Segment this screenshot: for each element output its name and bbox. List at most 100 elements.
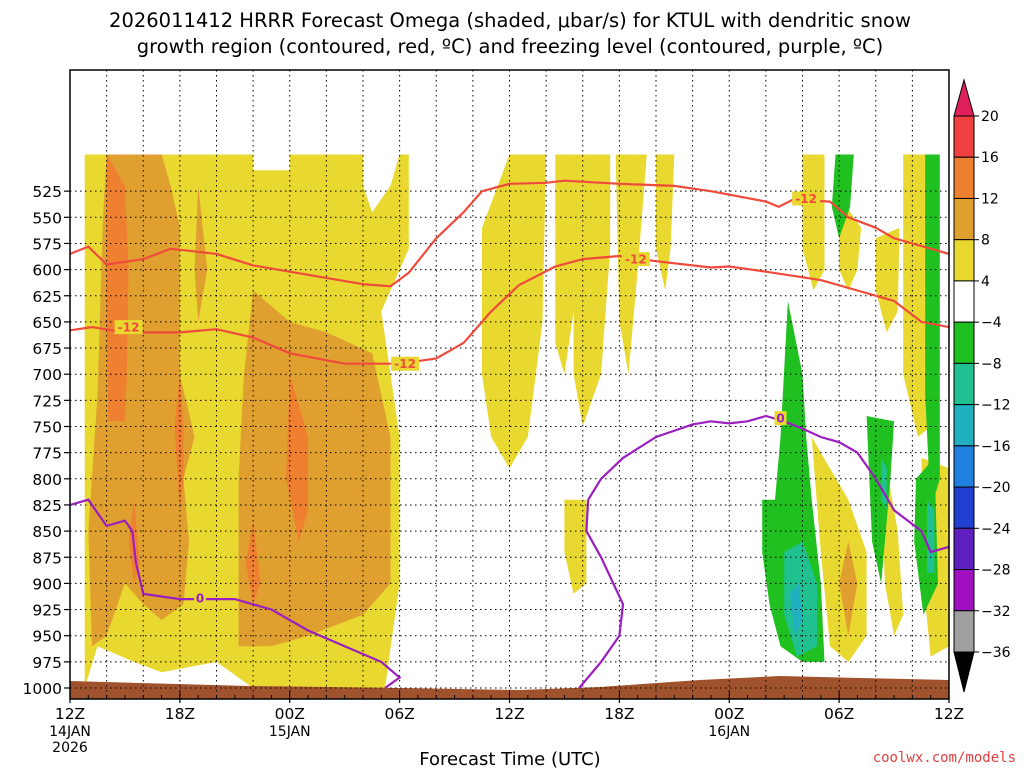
omega-fill-area bbox=[106, 154, 129, 422]
omega-fill-area bbox=[656, 154, 675, 291]
contour-label: -12 bbox=[394, 357, 416, 371]
y-tick-label: 800 bbox=[32, 471, 62, 489]
omega-fill-area bbox=[174, 374, 184, 511]
contour-label-background bbox=[114, 320, 143, 335]
contour-label-background bbox=[774, 411, 787, 426]
omega-fill-area bbox=[839, 541, 858, 636]
chart-title-line2: growth region (contoured, red, ºC) and f… bbox=[137, 35, 884, 58]
y-tick-label: 600 bbox=[32, 262, 62, 280]
colorbar-label: −28 bbox=[981, 563, 1011, 579]
y-tick-label: 700 bbox=[32, 366, 62, 384]
contour-label: -12 bbox=[118, 321, 140, 335]
colorbar-box bbox=[953, 156, 975, 199]
y-tick-label: 650 bbox=[32, 314, 62, 332]
y-tick-label: 750 bbox=[32, 419, 62, 437]
colorbar-label: 4 bbox=[981, 274, 990, 290]
x-tick-label: 06Z bbox=[824, 705, 854, 723]
omega-fill-area bbox=[286, 374, 309, 542]
omega-fill-area bbox=[245, 520, 261, 605]
omega-fill-area bbox=[927, 499, 935, 573]
contour-label: 0 bbox=[196, 592, 204, 606]
x-tick-date-label: 16JAN bbox=[708, 724, 750, 740]
y-tick-label: 900 bbox=[32, 575, 62, 593]
omega-fill-area bbox=[573, 154, 611, 427]
omega-fill-area bbox=[831, 154, 854, 239]
omega-fill-area bbox=[925, 154, 940, 511]
x-tick-date-label: 14JAN bbox=[49, 724, 91, 740]
colorbar-label: 16 bbox=[981, 150, 999, 166]
colorbar-box bbox=[953, 445, 975, 488]
x-tick-label: 18Z bbox=[604, 705, 634, 723]
omega-fill-area bbox=[482, 154, 547, 469]
colorbar-box bbox=[953, 569, 975, 612]
colorbar-box bbox=[953, 404, 975, 447]
omega-fill-area bbox=[564, 499, 587, 594]
colorbar-box bbox=[953, 610, 975, 653]
omega-fills bbox=[84, 154, 949, 688]
colorbar-box bbox=[953, 115, 975, 158]
y-tick-label: 725 bbox=[32, 392, 62, 410]
dgz-contour-line bbox=[70, 179, 949, 288]
freezing-level-line bbox=[578, 414, 949, 689]
colorbar-label: −36 bbox=[981, 645, 1011, 661]
x-tick-label: 06Z bbox=[384, 705, 414, 723]
omega-fill-area bbox=[784, 541, 818, 657]
colorbar-box bbox=[953, 321, 975, 364]
y-tick-label: 675 bbox=[32, 340, 62, 358]
colorbar-box bbox=[953, 527, 975, 571]
omega-fill-area bbox=[194, 185, 208, 322]
y-tick-label: 625 bbox=[32, 288, 62, 306]
x-tick-label: 00Z bbox=[714, 705, 744, 723]
y-tick-label: 850 bbox=[32, 523, 62, 541]
omega-fill-area bbox=[802, 154, 825, 291]
contour-label-background bbox=[792, 191, 821, 206]
colorbar-box bbox=[953, 362, 975, 406]
colorbar-label: −32 bbox=[981, 604, 1011, 620]
colorbar-box bbox=[953, 239, 975, 282]
omega-colorbar: 20 16 12 8 4 −4 −8 −12 −16 −20 −24 −28 −32 −36 bbox=[953, 78, 1011, 693]
contour-label-background bbox=[621, 252, 650, 267]
colorbar-label: 8 bbox=[981, 233, 990, 249]
x-axis-title: Forecast Time (UTC) bbox=[419, 749, 600, 768]
omega-fill-area bbox=[903, 154, 931, 437]
contours bbox=[70, 179, 949, 689]
x-tick-label: 12Z bbox=[934, 705, 964, 723]
y-tick-label: 925 bbox=[32, 602, 62, 620]
colorbar-bottom-triangle bbox=[953, 651, 975, 693]
y-tick-label: 775 bbox=[32, 445, 62, 463]
contour-label-background bbox=[391, 356, 420, 371]
freezing-level-line bbox=[70, 498, 402, 689]
colorbar-label: 20 bbox=[981, 109, 999, 125]
contour-label: -12 bbox=[795, 192, 817, 206]
x-tick-year-label: 2026 bbox=[52, 740, 88, 756]
colorbar-label: −16 bbox=[981, 439, 1011, 455]
chart-title-line1: 2026011412 HRRR Forecast Omega (shaded, … bbox=[109, 9, 911, 32]
dgz-contour-line bbox=[70, 254, 949, 365]
colorbar-label: −8 bbox=[981, 356, 1002, 372]
y-tick-label: 950 bbox=[32, 628, 62, 646]
omega-fill-area bbox=[914, 457, 938, 615]
contour-labels: -12 -12 -12 -12 0 0 bbox=[114, 191, 821, 606]
colorbar-label: −24 bbox=[981, 521, 1011, 537]
x-tick-label: 12Z bbox=[494, 705, 524, 723]
y-tick-label: 875 bbox=[32, 549, 62, 567]
y-tick-label: 825 bbox=[32, 497, 62, 515]
credit-text: coolwx.com/models bbox=[873, 750, 1016, 766]
colorbar-box bbox=[953, 486, 975, 529]
x-tick-date-label: 15JAN bbox=[269, 724, 311, 740]
y-axis: 525 550 575 600 625 650 675 700 725 750 775 800 825 8… bbox=[23, 183, 70, 698]
contour-label: -12 bbox=[625, 253, 647, 267]
x-tick-label: 12Z bbox=[55, 705, 85, 723]
y-tick-label: 525 bbox=[32, 183, 62, 201]
colorbar-label: 12 bbox=[981, 191, 999, 207]
x-tick-label: 18Z bbox=[165, 705, 195, 723]
omega-fill-area bbox=[866, 416, 895, 584]
x-tick-label: 00Z bbox=[275, 705, 305, 723]
y-tick-label: 575 bbox=[32, 235, 62, 253]
colorbar-label: −20 bbox=[981, 480, 1011, 496]
colorbar-label: −4 bbox=[981, 315, 1002, 331]
y-tick-label: 1000 bbox=[23, 680, 62, 698]
contour-label-background bbox=[194, 591, 207, 606]
